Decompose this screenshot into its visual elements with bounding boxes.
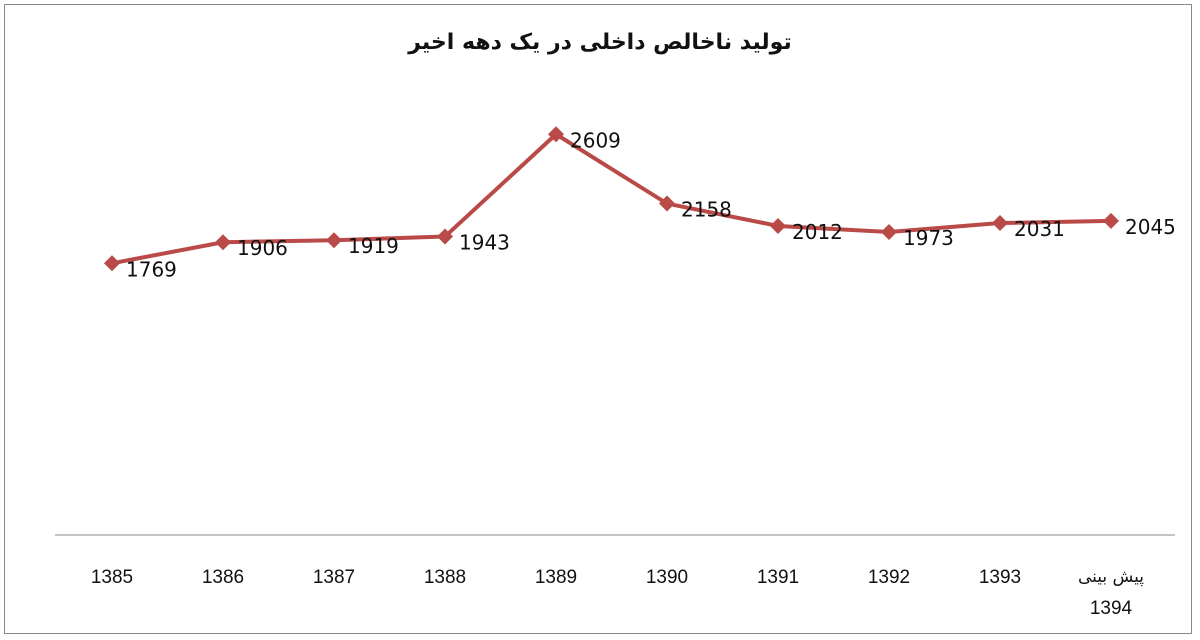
- x-tick-label: 1388: [424, 567, 466, 588]
- data-point: [326, 232, 342, 249]
- data-point: [659, 195, 675, 212]
- data-label: 1906: [237, 236, 288, 260]
- x-tick-label: 1387: [313, 567, 355, 588]
- data-label: 1943: [459, 231, 510, 255]
- x-tick-label-year: 1394: [1090, 598, 1133, 619]
- data-label: 2609: [570, 128, 621, 152]
- data-label: 2012: [792, 220, 843, 244]
- data-label: 2045: [1125, 215, 1176, 239]
- x-tick-label: 1390: [646, 567, 688, 588]
- data-point: [770, 217, 786, 234]
- x-tick-label: 1393: [979, 567, 1021, 588]
- x-tick-label: 1391: [757, 567, 799, 588]
- chart-frame: [4, 4, 1192, 634]
- data-point: [1103, 212, 1119, 229]
- data-point: [437, 228, 453, 245]
- x-tick-label: 1392: [868, 567, 910, 588]
- data-point: [992, 215, 1008, 232]
- data-point: [881, 223, 897, 240]
- x-tick-label: 1386: [202, 567, 244, 588]
- chart-title: تولید ناخالص داخلی در یک دهه اخیر: [408, 30, 792, 55]
- data-point: [104, 255, 120, 272]
- x-tick-label: 1389: [535, 567, 577, 588]
- data-point: [215, 234, 231, 251]
- data-label: 1919: [348, 234, 399, 258]
- x-tick-label: 1385: [91, 567, 133, 588]
- series-line: [111, 132, 1112, 266]
- data-label: 1973: [903, 226, 954, 250]
- data-label: 1769: [126, 257, 177, 281]
- data-point: [548, 126, 564, 143]
- data-label: 2158: [681, 198, 732, 222]
- data-label: 2031: [1014, 217, 1065, 241]
- x-tick-label-forecast: پیش بینی: [1078, 567, 1144, 587]
